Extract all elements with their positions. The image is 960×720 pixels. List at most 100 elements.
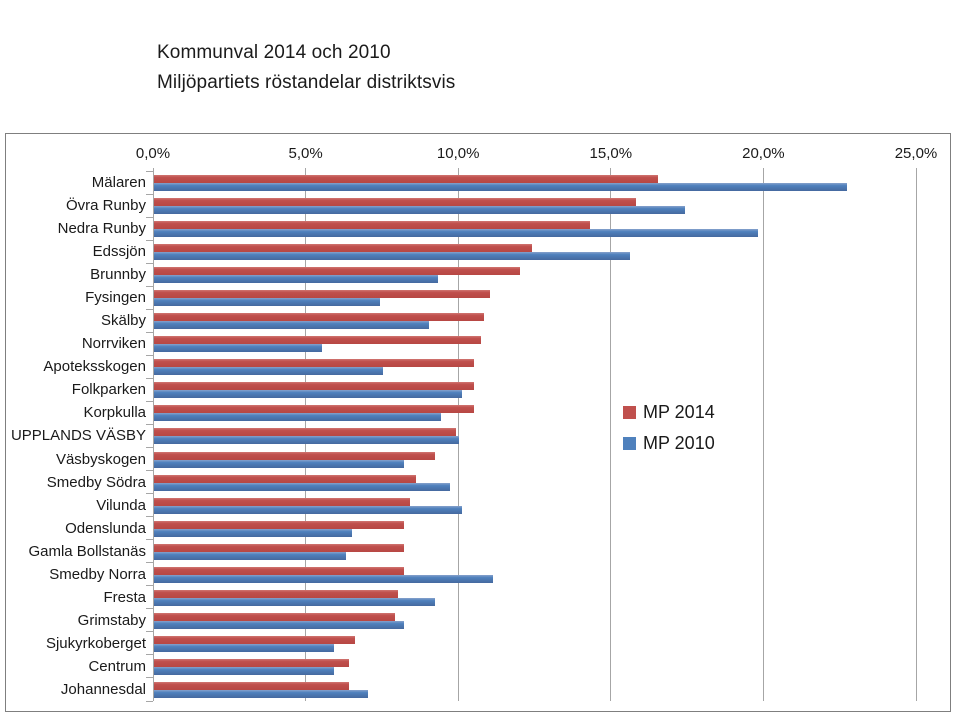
bar-mp-2010 <box>154 643 335 652</box>
category-label: Gamla Bollstanäs <box>28 542 146 560</box>
category-label: Fresta <box>103 588 146 606</box>
bar-mp-2014 <box>154 221 591 230</box>
bar-mp-2014 <box>154 405 475 414</box>
bar-mp-2014 <box>154 244 533 253</box>
bar-mp-2010 <box>154 413 441 422</box>
category-tick-mark <box>146 354 153 356</box>
bar-mp-2010 <box>154 551 347 560</box>
gridline-0,0% <box>152 168 154 701</box>
bar-mp-2014 <box>154 474 417 483</box>
category-label: Skälby <box>100 312 146 330</box>
category-label: Övra Runby <box>65 197 146 215</box>
category-tick-mark <box>146 585 153 587</box>
bar-mp-2014 <box>154 589 399 598</box>
category-tick-mark <box>146 308 153 310</box>
bar-mp-2014 <box>154 566 405 575</box>
category-tick-mark <box>146 631 153 633</box>
slide-title-line1: Kommunval 2014 och 2010 <box>157 42 391 63</box>
category-label: Grimstaby <box>77 611 146 629</box>
category-label: Smedby Södra <box>46 473 146 491</box>
bar-mp-2014 <box>154 681 350 690</box>
gridline-25,0% <box>915 168 917 701</box>
plot-area <box>153 171 916 701</box>
category-tick-mark <box>146 516 153 518</box>
category-label: Korpkulla <box>83 404 146 422</box>
bar-mp-2014 <box>154 290 490 299</box>
category-label: UPPLANDS VÄSBY <box>10 427 146 445</box>
bar-mp-2010 <box>154 206 686 215</box>
category-label: Folkparken <box>71 381 146 399</box>
category-tick-mark <box>146 170 153 172</box>
bar-mp-2010 <box>154 528 353 537</box>
legend-item-mp-2010: MP 2010 <box>623 433 715 453</box>
category-label: Fysingen <box>85 289 146 307</box>
category-tick-mark <box>146 470 153 472</box>
category-label: Mälaren <box>91 174 146 191</box>
legend-label: MP 2014 <box>643 401 715 422</box>
x-axis-tick-label: 25,0% <box>894 145 938 162</box>
category-tick-mark <box>146 262 153 264</box>
category-label: Norrviken <box>81 335 146 353</box>
bar-mp-2010 <box>154 666 335 675</box>
category-tick-mark <box>146 654 153 656</box>
category-tick-mark <box>146 700 153 702</box>
bar-mp-2014 <box>154 175 658 183</box>
bar-mp-2014 <box>154 382 475 391</box>
category-label: Smedby Norra <box>49 565 146 583</box>
legend-item-mp-2014: MP 2014 <box>623 402 715 422</box>
bar-mp-2014 <box>154 635 356 644</box>
x-axis-tick-label: 10,0% <box>436 145 480 162</box>
category-tick-mark <box>146 216 153 218</box>
bar-mp-2014 <box>154 520 405 529</box>
category-tick-mark <box>146 400 153 402</box>
category-tick-mark <box>146 539 153 541</box>
bar-mp-2014 <box>154 359 475 368</box>
bar-mp-2010 <box>154 344 322 353</box>
category-tick-mark <box>146 285 153 287</box>
category-tick-mark <box>146 193 153 195</box>
bar-mp-2014 <box>154 336 481 345</box>
category-tick-mark <box>146 608 153 610</box>
legend-swatch-icon <box>623 436 636 450</box>
bar-mp-2010 <box>154 183 847 191</box>
bar-mp-2010 <box>154 367 383 376</box>
category-label: Centrum <box>88 657 146 675</box>
slide-title: Kommunval 2014 och 2010 Miljöpartiets rö… <box>157 38 455 98</box>
x-axis-tick-label: 20,0% <box>742 145 785 162</box>
gridline-20,0% <box>762 168 764 701</box>
category-label: Johannesdal <box>60 680 146 698</box>
slide-title-line2: Miljöpartiets röstandelar distriktsvis <box>157 72 456 93</box>
category-tick-mark <box>146 377 153 379</box>
category-label: Vilunda <box>96 496 146 514</box>
gridline-10,0% <box>457 168 459 701</box>
bar-mp-2010 <box>154 459 405 468</box>
bar-mp-2010 <box>154 597 435 606</box>
legend-swatch-icon <box>623 405 636 419</box>
bar-mp-2010 <box>154 321 429 330</box>
bar-mp-2014 <box>154 543 405 552</box>
category-tick-mark <box>146 677 153 679</box>
category-label: Odenslunda <box>65 519 146 537</box>
bar-mp-2010 <box>154 689 368 698</box>
x-axis-tick-label: 5,0% <box>288 145 323 162</box>
x-axis-tick-label: 15,0% <box>589 145 633 162</box>
legend-label: MP 2010 <box>643 432 715 453</box>
category-tick-mark <box>146 331 153 333</box>
category-tick-mark <box>146 239 153 241</box>
gridline-15,0% <box>610 168 612 701</box>
category-tick-mark <box>146 562 153 564</box>
bar-mp-2010 <box>154 505 463 514</box>
bar-mp-2010 <box>154 482 451 491</box>
category-label: Edssjön <box>92 243 146 261</box>
category-tick-mark <box>146 493 153 495</box>
bar-mp-2014 <box>154 451 435 460</box>
bar-mp-2014 <box>154 198 637 207</box>
bar-mp-2010 <box>154 275 438 284</box>
bar-mp-2010 <box>154 436 460 445</box>
x-axis-tick-label: 0,0% <box>135 145 171 162</box>
category-label: Sjukyrkoberget <box>45 634 146 652</box>
bar-mp-2014 <box>154 612 396 621</box>
category-label: Väsbyskogen <box>55 450 146 468</box>
category-label: Apoteksskogen <box>43 358 146 376</box>
category-tick-mark <box>146 423 153 425</box>
